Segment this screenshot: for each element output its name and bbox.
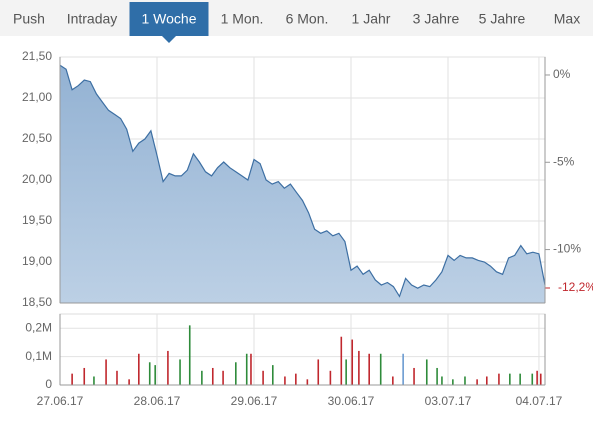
volume-bar	[358, 350, 360, 385]
volume-bar	[83, 367, 86, 385]
volume-bar	[509, 373, 511, 385]
tab[interactable]: Push	[13, 11, 45, 27]
volume-bar	[519, 373, 521, 385]
volume-bar	[222, 370, 224, 385]
y-tick-label: 0,1M	[25, 349, 52, 363]
volume-bar	[345, 359, 347, 385]
volume-bar	[262, 370, 264, 385]
volume-bar	[71, 373, 73, 385]
volume-bar	[188, 325, 191, 385]
change-label: -12,2%	[558, 280, 593, 294]
volume-bar	[235, 362, 237, 385]
volume-bar	[441, 376, 443, 385]
y-tick-label: 19,00	[22, 254, 52, 268]
active-tab-pointer	[162, 36, 176, 43]
volume-bar	[498, 373, 500, 385]
volume-bar	[340, 336, 343, 385]
price-line	[59, 64, 546, 298]
tab-bar	[0, 0, 593, 36]
volume-bar	[329, 370, 332, 385]
y-tick-label: 21,00	[22, 90, 52, 104]
volume-bar	[116, 370, 118, 385]
x-tick-label: 03.07.17	[425, 394, 472, 408]
volume-bar	[425, 359, 428, 385]
volume-bar	[379, 353, 382, 385]
tab[interactable]: 1 Mon.	[221, 11, 264, 27]
x-tick-label: 30.06.17	[328, 394, 375, 408]
volume-bar	[392, 376, 394, 385]
volume-bar	[531, 373, 534, 385]
y-tick-label: 0,2M	[25, 320, 52, 334]
tab[interactable]: Intraday	[67, 11, 118, 27]
volume-bar	[105, 359, 107, 385]
x-tick-label: 04.07.17	[516, 394, 563, 408]
volume-bar	[284, 376, 286, 385]
volume-bar	[368, 353, 370, 385]
volume-bar	[351, 339, 354, 385]
active-tab[interactable]	[129, 2, 209, 36]
x-tick-label: 29.06.17	[231, 394, 278, 408]
y2-tick-label: -10%	[553, 242, 581, 256]
area	[60, 65, 545, 303]
volume-bar	[306, 379, 309, 385]
y-tick-label: 20,00	[22, 172, 52, 186]
volume-bar	[271, 365, 274, 385]
x-tick-label: 27.06.17	[37, 394, 84, 408]
volume-bar	[295, 373, 297, 385]
volume-bar	[464, 376, 466, 385]
volume-bar	[539, 373, 542, 385]
tab[interactable]: 1 Jahr	[352, 11, 391, 27]
tab[interactable]: 5 Jahre	[479, 11, 526, 27]
tab[interactable]: 3 Jahre	[413, 11, 460, 27]
y2-tick-label: -5%	[553, 154, 575, 168]
y-tick-label: 18,50	[22, 295, 52, 309]
volume-bar	[167, 350, 169, 385]
tab[interactable]: 1 Woche	[142, 11, 197, 27]
volume-bar	[436, 367, 438, 385]
volume-bar	[486, 376, 488, 385]
volume-bar	[138, 353, 140, 385]
volume-bar	[476, 379, 478, 385]
volume-bar	[536, 370, 538, 385]
tab[interactable]: Max	[554, 11, 580, 27]
volume-bar	[211, 367, 214, 385]
y-tick-label: 19,50	[22, 213, 52, 227]
volume-bar	[245, 353, 248, 385]
volume-bar	[317, 359, 320, 385]
volume-bar	[128, 379, 130, 385]
volume-bar	[154, 365, 156, 385]
plot-area	[59, 313, 546, 386]
y2-tick-label: 0%	[553, 67, 571, 81]
volume-bar	[179, 359, 181, 385]
volume-bar	[201, 370, 203, 385]
tab[interactable]: 6 Mon.	[286, 11, 329, 27]
volume-bar	[413, 367, 415, 385]
y-tick-label: 20,50	[22, 131, 52, 145]
volume-bar	[402, 353, 404, 385]
volume-bar	[93, 376, 95, 385]
y-tick-label: 0	[45, 377, 52, 391]
volume-bar	[452, 379, 454, 385]
x-tick-label: 28.06.17	[134, 394, 181, 408]
y-tick-label: 21,50	[22, 49, 52, 63]
volume-bar	[148, 362, 151, 385]
volume-bar	[250, 353, 252, 385]
